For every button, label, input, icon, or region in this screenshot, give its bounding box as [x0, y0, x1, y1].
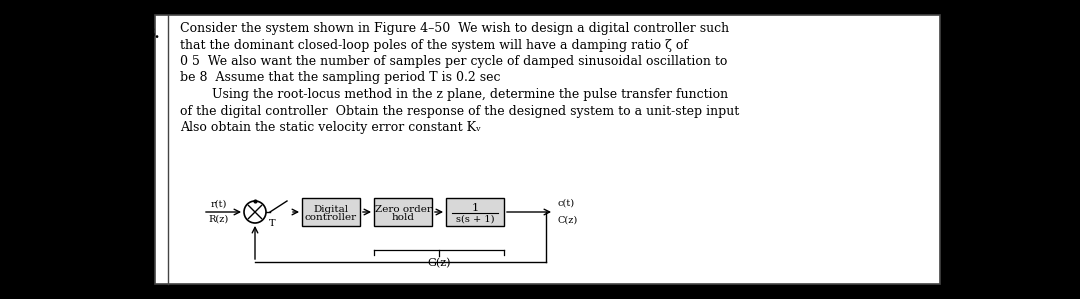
Text: Consider the system shown in Figure 4–50  We wish to design a digital controller: Consider the system shown in Figure 4–50…	[180, 22, 729, 35]
Text: Also obtain the static velocity error constant Kᵥ: Also obtain the static velocity error co…	[180, 121, 481, 134]
FancyBboxPatch shape	[302, 198, 360, 226]
Text: be 8  Assume that the sampling period T is 0.2 sec: be 8 Assume that the sampling period T i…	[180, 71, 500, 85]
Text: 0 5  We also want the number of samples per cycle of damped sinusoidal oscillati: 0 5 We also want the number of samples p…	[180, 55, 727, 68]
Text: controller: controller	[305, 213, 357, 222]
FancyBboxPatch shape	[446, 198, 504, 226]
Text: R(z): R(z)	[208, 215, 229, 224]
Text: Zero order: Zero order	[375, 205, 431, 213]
Text: G(z): G(z)	[428, 258, 450, 268]
Text: hold: hold	[391, 213, 415, 222]
Text: 1: 1	[472, 203, 478, 213]
Text: that the dominant closed-loop poles of the system will have a damping ratio ζ of: that the dominant closed-loop poles of t…	[180, 39, 688, 51]
Text: 3.: 3.	[145, 27, 160, 41]
Text: T: T	[269, 219, 275, 228]
Text: c(t): c(t)	[557, 199, 575, 208]
Text: Using the root-locus method in the z plane, determine the pulse transfer functio: Using the root-locus method in the z pla…	[180, 88, 728, 101]
Text: Digital: Digital	[313, 205, 349, 213]
FancyBboxPatch shape	[374, 198, 432, 226]
Text: C(z): C(z)	[557, 216, 577, 225]
Text: r(t): r(t)	[211, 200, 227, 209]
Text: of the digital controller  Obtain the response of the designed system to a unit-: of the digital controller Obtain the res…	[180, 104, 739, 118]
FancyBboxPatch shape	[156, 15, 940, 284]
Text: s(s + 1): s(s + 1)	[456, 214, 495, 223]
